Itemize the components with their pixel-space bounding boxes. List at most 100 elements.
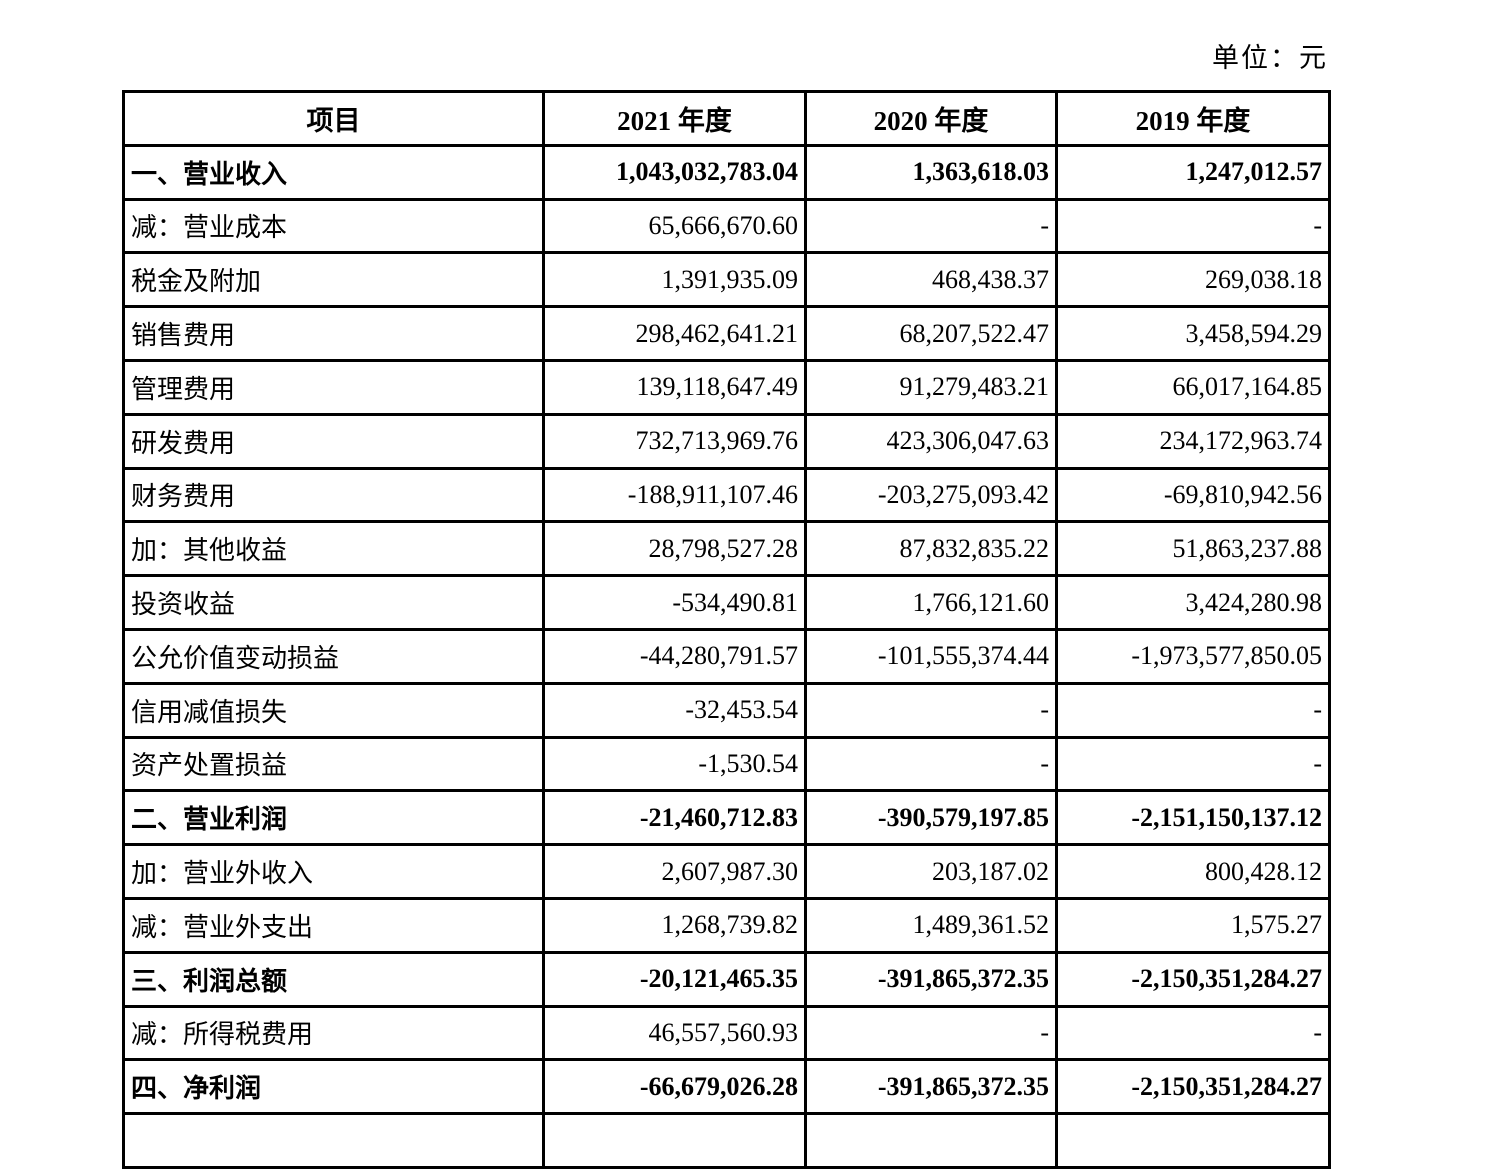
table-row: 三、利润总额 -20,121,465.35 -391,865,372.35 -2,15…	[122, 950, 1331, 1008]
row-value: -	[1055, 197, 1331, 255]
row-value: -391,865,372.35	[804, 950, 1058, 1008]
column-header-item: 项目	[122, 90, 545, 147]
row-value: 269,038.18	[1055, 251, 1331, 309]
row-value: -	[804, 681, 1058, 739]
row-value: 91,279,483.21	[804, 358, 1058, 416]
row-label: 管理费用	[122, 358, 545, 416]
table-row: 减：营业外支出 1,268,739.82 1,489,361.52 1,575.27	[122, 896, 1331, 954]
table-row: 二、营业利润 -21,460,712.83 -390,579,197.85 -2,15…	[122, 789, 1331, 847]
table-row: 资产处置损益 -1,530.54- -	[122, 735, 1331, 793]
row-value: 468,438.37	[804, 251, 1058, 309]
table-row: 管理费用 139,118,647.49 91,279,483.21 66,017,16…	[122, 358, 1331, 416]
row-label	[122, 1112, 545, 1169]
row-value: -534,490.81	[542, 574, 807, 631]
row-value	[804, 1112, 1058, 1169]
row-label: 三、利润总额	[122, 950, 545, 1008]
row-value: -1,530.54	[542, 735, 807, 793]
row-value: -	[1055, 681, 1331, 739]
row-label: 二、营业利润	[122, 789, 545, 847]
row-value: 1,575.27	[1055, 896, 1331, 954]
row-label: 减：营业外支出	[122, 896, 545, 954]
row-value: 68,207,522.47	[804, 305, 1058, 362]
row-value: 298,462,641.21	[542, 305, 807, 362]
row-value: -2,151,150,137.12	[1055, 789, 1331, 847]
row-value: -101,555,374.44	[804, 627, 1058, 685]
row-label: 公允价值变动损益	[122, 627, 545, 685]
row-value: 1,247,012.57	[1055, 143, 1331, 201]
table-row: 信用减值损失 -32,453.54- -	[122, 681, 1331, 739]
row-label: 加：营业外收入	[122, 843, 545, 900]
row-value: 139,118,647.49	[542, 358, 807, 416]
row-value: 65,666,670.60	[542, 197, 807, 255]
income-statement-table: 项目 2021 年度 2020 年度 2019 年度 一、营业收入 1,043,0…	[122, 90, 1331, 1169]
row-value: -	[804, 197, 1058, 255]
row-value: 3,458,594.29	[1055, 305, 1331, 362]
table-row: 加：营业外收入 2,607,987.30 203,187.02 800,428.12	[122, 843, 1331, 900]
row-value: -20,121,465.35	[542, 950, 807, 1008]
table-row: 公允价值变动损益 -44,280,791.57 -101,555,374.44 -1,…	[122, 627, 1331, 685]
row-value: 3,424,280.98	[1055, 574, 1331, 631]
column-header-year-2021: 2021 年度	[542, 90, 807, 147]
row-value: 2,607,987.30	[542, 843, 807, 900]
row-value: -	[804, 735, 1058, 793]
row-label: 财务费用	[122, 466, 545, 524]
row-value: 87,832,835.22	[804, 520, 1058, 578]
row-value: -188,911,107.46	[542, 466, 807, 524]
table-row: 投资收益 -534,490.81 1,766,121.60 3,424,280.98	[122, 574, 1331, 631]
row-value: 46,557,560.93	[542, 1004, 807, 1062]
table-row: 四、净利润 -66,679,026.28 -391,865,372.35 -2,150…	[122, 1058, 1331, 1116]
row-value: 1,489,361.52	[804, 896, 1058, 954]
row-value: -390,579,197.85	[804, 789, 1058, 847]
row-value: -203,275,093.42	[804, 466, 1058, 524]
row-value: 423,306,047.63	[804, 412, 1058, 470]
row-value: 1,363,618.03	[804, 143, 1058, 201]
row-label: 研发费用	[122, 412, 545, 470]
row-value: 203,187.02	[804, 843, 1058, 900]
table-row: 减：所得税费用 46,557,560.93- -	[122, 1004, 1331, 1062]
table-row: 减：营业成本 65,666,670.60- -	[122, 197, 1331, 255]
row-value: 28,798,527.28	[542, 520, 807, 578]
row-value: 800,428.12	[1055, 843, 1331, 900]
row-value	[1055, 1112, 1331, 1169]
row-value: -	[1055, 1004, 1331, 1062]
table-row: 一、营业收入 1,043,032,783.04 1,363,618.03 1,247,…	[122, 143, 1331, 201]
row-label: 销售费用	[122, 305, 545, 362]
row-label: 加：其他收益	[122, 520, 545, 578]
row-value: -66,679,026.28	[542, 1058, 807, 1116]
column-header-year-2019: 2019 年度	[1055, 90, 1331, 147]
row-value: 1,268,739.82	[542, 896, 807, 954]
row-value: 732,713,969.76	[542, 412, 807, 470]
row-value: 66,017,164.85	[1055, 358, 1331, 416]
row-value: -69,810,942.56	[1055, 466, 1331, 524]
row-label: 投资收益	[122, 574, 545, 631]
row-value: -44,280,791.57	[542, 627, 807, 685]
row-value: -21,460,712.83	[542, 789, 807, 847]
table-row-clipped	[122, 1112, 1331, 1169]
table-body: 一、营业收入 1,043,032,783.04 1,363,618.03 1,247,…	[122, 143, 1331, 1169]
row-value: 1,391,935.09	[542, 251, 807, 309]
row-label: 资产处置损益	[122, 735, 545, 793]
table-row: 财务费用 -188,911,107.46 -203,275,093.42 -69,81…	[122, 466, 1331, 524]
table-row: 税金及附加 1,391,935.09 468,438.37 269,038.18	[122, 251, 1331, 309]
row-value	[542, 1112, 807, 1169]
table-row: 研发费用 732,713,969.76 423,306,047.63 234,172,…	[122, 412, 1331, 470]
row-value: -1,973,577,850.05	[1055, 627, 1331, 685]
row-label: 减：营业成本	[122, 197, 545, 255]
table-row: 销售费用 298,462,641.21 68,207,522.47 3,458,594…	[122, 305, 1331, 362]
row-value: -2,150,351,284.27	[1055, 1058, 1331, 1116]
table-row: 加：其他收益 28,798,527.28 87,832,835.22 51,863,2…	[122, 520, 1331, 578]
row-label: 一、营业收入	[122, 143, 545, 201]
row-value: -	[1055, 735, 1331, 793]
unit-label: 单位：元	[1212, 43, 1328, 73]
row-value: -391,865,372.35	[804, 1058, 1058, 1116]
row-label: 四、净利润	[122, 1058, 545, 1116]
row-label: 信用减值损失	[122, 681, 545, 739]
row-value: 51,863,237.88	[1055, 520, 1331, 578]
row-value: 1,043,032,783.04	[542, 143, 807, 201]
row-label: 减：所得税费用	[122, 1004, 545, 1062]
row-value: -32,453.54	[542, 681, 807, 739]
row-value: -	[804, 1004, 1058, 1062]
row-value: 234,172,963.74	[1055, 412, 1331, 470]
column-header-year-2020: 2020 年度	[804, 90, 1058, 147]
row-label: 税金及附加	[122, 251, 545, 309]
